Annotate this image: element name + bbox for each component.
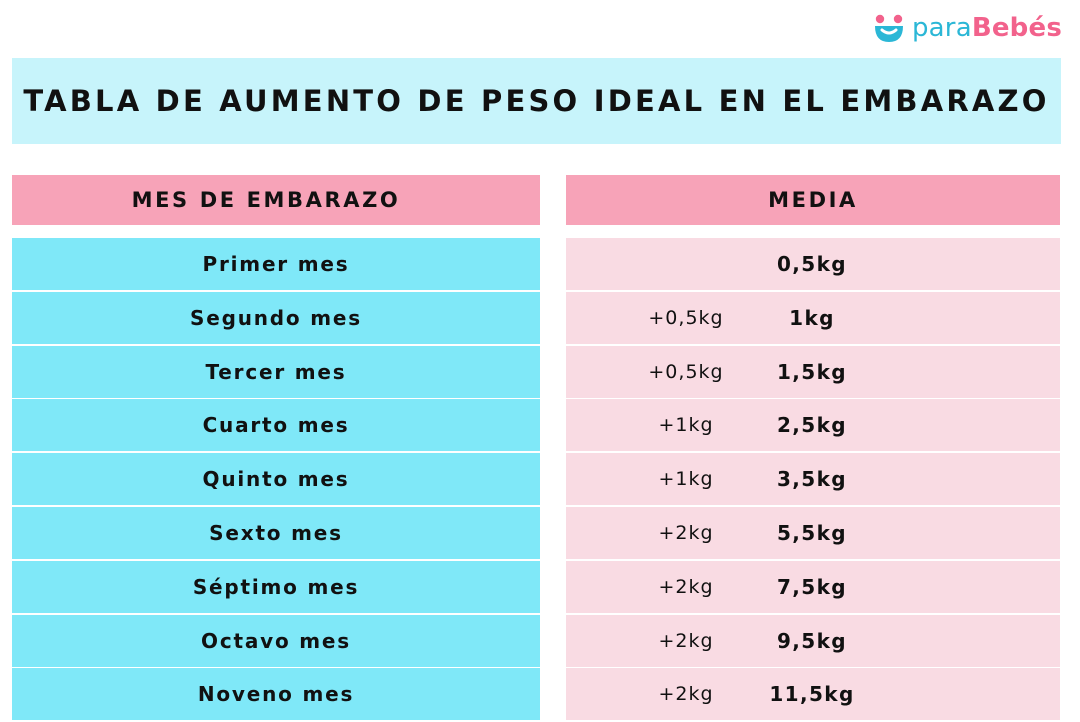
month-cell: Segundo mes: [12, 291, 540, 344]
column-header-average: MEDIA: [566, 175, 1060, 225]
average-cell: +1kg 3,5kg: [566, 453, 1060, 506]
total-value: 1kg: [789, 305, 835, 330]
average-cell: +1kg 2,5kg: [566, 399, 1060, 452]
average-cell: +2kg 7,5kg: [566, 560, 1060, 613]
table-row: Sexto mes +2kg 5,5kg: [12, 506, 1061, 559]
month-cell: Tercer mes: [12, 345, 540, 398]
total-value: 2,5kg: [776, 413, 848, 438]
table-row: Noveno mes +2kg 11,5kg: [12, 668, 1061, 721]
total-value: 1,5kg: [776, 359, 848, 384]
logo-wordmark: paraBebés: [912, 13, 1062, 43]
increment-value: +2kg: [658, 629, 714, 652]
table-row: Octavo mes +2kg 9,5kg: [12, 614, 1061, 667]
average-cell: +0,5kg 1kg: [566, 291, 1060, 344]
logo-text-para: para: [911, 13, 972, 43]
month-cell: Cuarto mes: [12, 399, 540, 452]
page-title: TABLA DE AUMENTO DE PESO IDEAL EN EL EMB…: [23, 84, 1050, 118]
table-row: Séptimo mes +2kg 7,5kg: [12, 560, 1061, 613]
increment-value: +2kg: [658, 521, 714, 544]
month-cell: Octavo mes: [12, 614, 540, 667]
parabebes-logo: paraBebés: [872, 8, 1062, 48]
table-row: Cuarto mes +1kg 2,5kg: [12, 399, 1061, 452]
month-cell: Noveno mes: [12, 668, 540, 721]
smiling-face-icon: [874, 14, 903, 42]
total-value: 11,5kg: [769, 682, 855, 707]
total-value: 9,5kg: [776, 628, 848, 653]
weight-gain-table: Primer mes 0,5kg Segundo mes +0,5kg 1kg …: [12, 238, 1061, 722]
table-row: Segundo mes +0,5kg 1kg: [12, 291, 1061, 344]
increment-value: +1kg: [658, 414, 714, 437]
average-cell: +2kg 5,5kg: [566, 506, 1060, 559]
increment-value: +2kg: [658, 683, 714, 706]
table-row: Tercer mes +0,5kg 1,5kg: [12, 345, 1061, 398]
total-value: 0,5kg: [776, 252, 848, 276]
table-row: Primer mes 0,5kg: [12, 238, 1061, 290]
average-cell: +2kg 11,5kg: [566, 668, 1060, 721]
logo-text-bebes: Bebés: [971, 13, 1062, 43]
total-value: 5,5kg: [776, 520, 848, 545]
column-header-month: MES DE EMBARAZO: [12, 175, 540, 225]
total-value: 7,5kg: [776, 574, 848, 599]
total-value: 3,5kg: [776, 467, 848, 492]
increment-value: +0,5kg: [648, 306, 724, 329]
table-row: Quinto mes +1kg 3,5kg: [12, 453, 1061, 506]
average-cell: +0,5kg 1,5kg: [566, 345, 1060, 398]
month-cell: Sexto mes: [12, 506, 540, 559]
month-cell: Quinto mes: [12, 453, 540, 506]
increment-value: [626, 238, 746, 290]
increment-value: +1kg: [658, 468, 714, 491]
month-cell: Primer mes: [12, 238, 540, 290]
increment-value: +2kg: [658, 575, 714, 598]
average-cell: 0,5kg: [566, 238, 1060, 290]
month-cell: Séptimo mes: [12, 560, 540, 613]
title-banner: TABLA DE AUMENTO DE PESO IDEAL EN EL EMB…: [12, 58, 1061, 144]
increment-value: +0,5kg: [648, 360, 724, 383]
average-cell: +2kg 9,5kg: [566, 614, 1060, 667]
